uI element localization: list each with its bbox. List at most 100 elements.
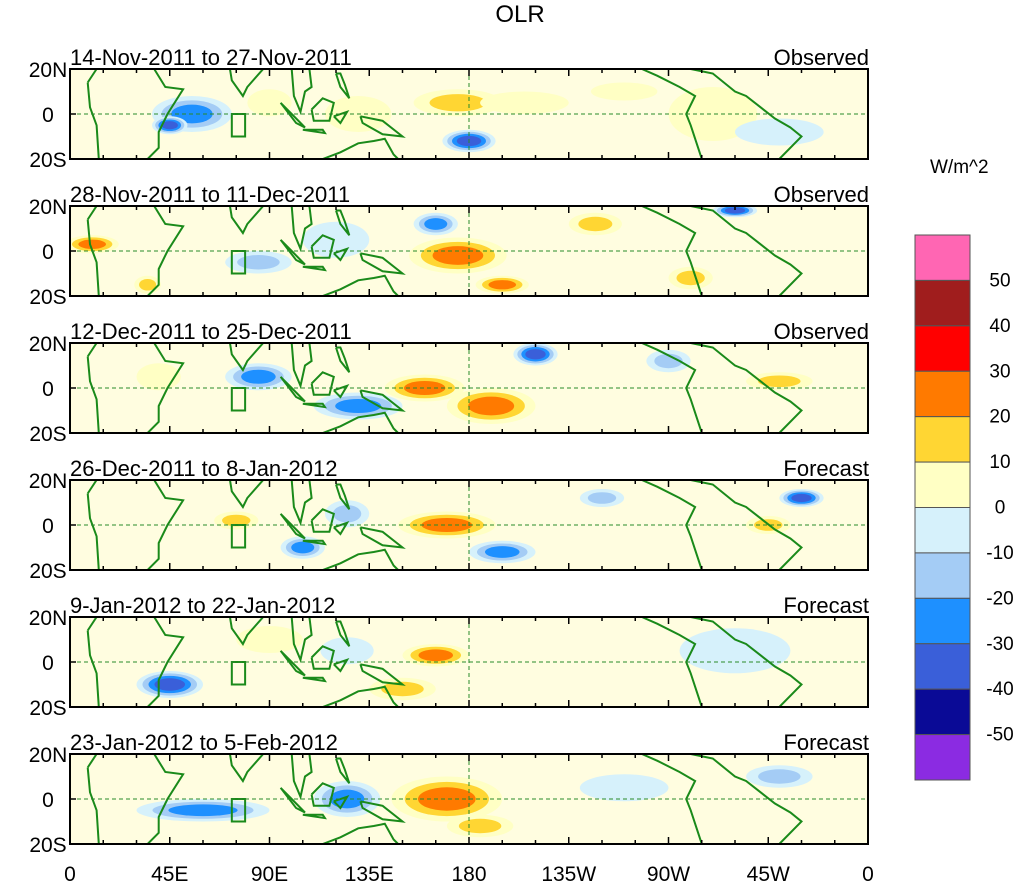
y-tick-label: 20S [29, 697, 66, 720]
coastline [335, 483, 351, 510]
olr-anomaly-contour [403, 380, 446, 396]
coastline [359, 800, 406, 823]
coastline [641, 206, 803, 296]
colorbar-tick-label: -50 [986, 725, 1013, 746]
map-panel: 26-Dec-2011 to 8-Jan-2012 Forecast 20N 0 20S [29, 456, 869, 583]
coastline [279, 650, 306, 677]
coastline [641, 480, 803, 570]
colorbar-swatch [914, 734, 971, 781]
olr-anomaly-contour [488, 280, 517, 290]
olr-anomaly-contour [758, 375, 801, 388]
coastline [310, 371, 335, 396]
olr-anomaly-contour [168, 804, 238, 817]
colorbar-tick-label: -40 [986, 679, 1013, 700]
olr-anomaly-contour [424, 218, 448, 230]
x-tick-label: 135E [345, 863, 394, 886]
olr-anomaly-contour [78, 239, 106, 249]
coastline [335, 620, 351, 647]
coastline [333, 109, 350, 125]
coastline [322, 137, 399, 159]
chart-title: OLR [495, 1, 544, 28]
colorbar-swatch [914, 325, 971, 372]
coastline [302, 402, 327, 409]
coastline [310, 645, 335, 670]
coastline [290, 206, 313, 253]
coastline [359, 526, 406, 549]
olr-anomaly-contour [458, 818, 502, 834]
colorbar-tick-label: -30 [986, 634, 1013, 655]
coastline [335, 346, 351, 373]
coastline [86, 754, 185, 844]
colorbar-swatch [914, 234, 971, 281]
olr-anomaly-contour [320, 637, 374, 665]
y-tick-label: 20S [29, 834, 66, 857]
coastline [86, 617, 185, 707]
colorbar-label: W/m^2 [930, 157, 989, 178]
colorbar-tick-label: -20 [986, 588, 1013, 609]
olr-anomaly-contour [335, 398, 382, 414]
olr-anomaly-contour [154, 678, 186, 691]
colorbar-swatch [914, 688, 971, 736]
coastline [290, 69, 313, 116]
olr-anomaly-contour [468, 396, 515, 416]
colorbar-tick-label: 10 [989, 452, 1010, 473]
olr-anomaly-contour [590, 82, 658, 101]
panel-period: 9-Jan-2012 to 22-Jan-2012 [70, 593, 335, 618]
olr-anomaly-contour [587, 492, 617, 504]
map-panel: 14-Nov-2011 to 27-Nov-2011 Observed 20N 0 20… [29, 45, 869, 172]
coastline [333, 520, 350, 536]
x-tick-label: 45E [151, 863, 188, 886]
coastline [310, 508, 335, 533]
y-tick-label: 0 [42, 652, 54, 675]
y-tick-label: 0 [42, 104, 54, 127]
colorbar-swatch [914, 279, 971, 327]
colorbar-swatch [914, 370, 971, 418]
olr-anomaly-contour [676, 270, 705, 286]
y-tick-label: 0 [42, 789, 54, 812]
coastline [335, 72, 351, 99]
coastline [322, 685, 399, 707]
olr-anomaly-contour [724, 207, 746, 214]
olr-anomaly-contour [418, 787, 476, 811]
coastline [279, 513, 306, 540]
x-tick-label: 90W [647, 863, 690, 886]
olr-anomaly-contour [222, 514, 251, 527]
olr-anomaly-contour [236, 626, 303, 653]
y-tick-label: 20S [29, 423, 66, 446]
x-tick-label: 90E [251, 863, 288, 886]
coastline [220, 754, 265, 783]
colorbar-swatch [914, 416, 971, 463]
olr-anomaly-contour [237, 255, 280, 270]
colorbar: W/m^2 50 40 30 20 10 0 -10 -20 -30 -40 -50 [914, 157, 1014, 781]
olr-anomaly-contour [291, 541, 315, 554]
map-panel: 9-Jan-2012 to 22-Jan-2012 Forecast 20N 0 20S [29, 593, 869, 720]
olr-anomaly-contour [381, 681, 424, 697]
coastline [279, 787, 306, 814]
y-tick-label: 20N [29, 470, 68, 493]
coastline [86, 343, 185, 433]
panel-kind: Observed [774, 45, 869, 70]
colorbar-tick-label: 20 [989, 407, 1010, 428]
olr-anomaly-contour [758, 769, 801, 784]
panel-kind: Forecast [783, 593, 869, 618]
coastline [220, 480, 265, 509]
coastline [302, 265, 327, 272]
y-tick-label: 20N [29, 196, 68, 219]
panel-kind: Forecast [783, 456, 869, 481]
colorbar-tick-label: 40 [989, 316, 1010, 337]
colorbar-swatch [914, 507, 971, 554]
coastline [641, 617, 803, 707]
y-tick-label: 20S [29, 286, 66, 309]
coastline [322, 411, 399, 433]
coastline [290, 343, 313, 390]
olr-anomaly-contour [484, 546, 520, 558]
coastline [279, 239, 306, 266]
olr-anomaly-contour [332, 505, 362, 523]
colorbar-swatch [914, 643, 971, 690]
olr-anomaly-contour [139, 278, 157, 291]
olr-anomaly-contour [735, 118, 824, 146]
y-tick-label: 20N [29, 59, 68, 82]
olr-anomaly-contour [579, 774, 669, 802]
olr-anomaly-contour [421, 517, 473, 533]
coastline [220, 69, 265, 98]
